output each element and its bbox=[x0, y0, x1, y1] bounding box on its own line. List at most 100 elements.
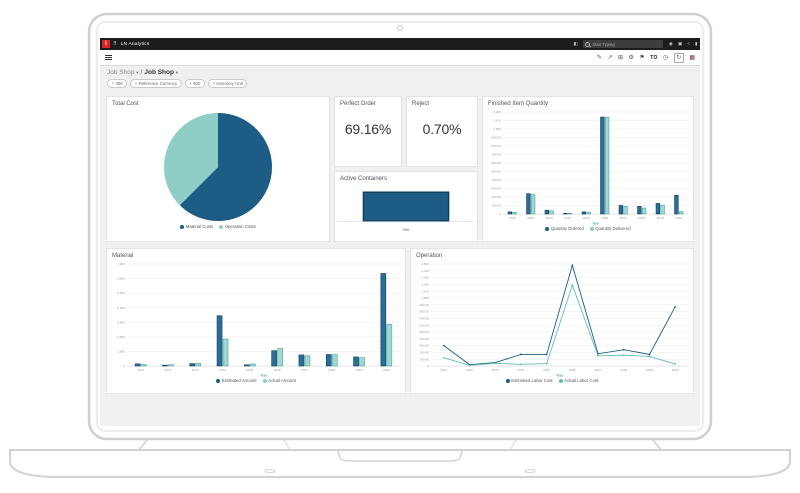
svg-text:2017: 2017 bbox=[595, 368, 602, 372]
svg-text:2018: 2018 bbox=[328, 368, 335, 372]
chart-legend: Quantity Ordered Quantity Delivered bbox=[483, 226, 693, 231]
svg-text:600.00: 600.00 bbox=[420, 323, 430, 327]
legend-dot-icon bbox=[505, 378, 510, 383]
card-title: Finished Item Quantity bbox=[488, 101, 549, 107]
chart-legend: Estimated Labor Cost Actual Labor Cost bbox=[411, 378, 693, 383]
camera-icon[interactable]: ▣ bbox=[677, 41, 683, 46]
svg-text:2016: 2016 bbox=[601, 216, 608, 220]
legend-item: Quantity Delivered bbox=[589, 226, 631, 231]
svg-text:700.00: 700.00 bbox=[492, 153, 502, 157]
svg-text:900.00: 900.00 bbox=[492, 136, 502, 140]
operation-line-chart: 0 100.00 200.00 300.00 400.00 500.00 600.00 700… bbox=[420, 262, 688, 378]
brand-logo-icon[interactable]: i bbox=[102, 40, 110, 48]
card-material: Material 0 1,000 2,000 3,000 4,000 5,000 6,000… bbox=[106, 248, 406, 394]
legend-item: Quantity Ordered bbox=[545, 226, 584, 231]
card-title: Material bbox=[112, 253, 134, 259]
svg-text:2011: 2011 bbox=[137, 368, 144, 372]
svg-text:1,500: 1,500 bbox=[421, 262, 429, 266]
svg-text:5,000: 5,000 bbox=[117, 291, 125, 295]
svg-text:2011: 2011 bbox=[441, 368, 448, 372]
filter-chip-row: × 306 × Reference Currency × 900 × Inventory… bbox=[107, 79, 248, 88]
svg-text:800.00: 800.00 bbox=[492, 144, 502, 148]
legend-item: Actual Labor Cost bbox=[558, 378, 598, 383]
svg-text:2016: 2016 bbox=[274, 368, 281, 372]
svg-text:800.00: 800.00 bbox=[420, 310, 430, 314]
total-cost-pie-chart bbox=[164, 113, 272, 221]
svg-text:400.00: 400.00 bbox=[420, 337, 430, 341]
chart-legend: Material Costs Operation Costs bbox=[107, 224, 329, 229]
legend-item: Estimated Labor Cost bbox=[505, 378, 553, 383]
breadcrumb-parent-dropdown[interactable]: Job Shop ▾ bbox=[107, 69, 139, 76]
svg-text:1,100: 1,100 bbox=[421, 289, 429, 293]
close-icon[interactable]: × bbox=[111, 81, 115, 86]
card-title: Reject bbox=[412, 101, 430, 107]
legend-dot-icon bbox=[216, 378, 221, 383]
share-icon[interactable]: < bbox=[687, 41, 690, 46]
card-title: Active Containers bbox=[340, 176, 388, 182]
dashboard: Job Shop ▾ / Job Shop ▾ × 306 × Reference Cu… bbox=[100, 66, 700, 426]
card-active-containers: Active Containers 900 bbox=[334, 171, 478, 242]
filter-chip-reference-currency[interactable]: × Reference Currency bbox=[130, 79, 182, 88]
svg-text:300.00: 300.00 bbox=[420, 344, 430, 348]
svg-text:2014: 2014 bbox=[219, 368, 226, 372]
breadcrumb-current-dropdown[interactable]: Job Shop ▾ bbox=[144, 69, 179, 76]
svg-text:500.00: 500.00 bbox=[492, 170, 502, 174]
svg-text:700.00: 700.00 bbox=[420, 317, 430, 321]
chevron-down-icon: ▾ bbox=[175, 70, 179, 75]
legend-dot-icon bbox=[180, 224, 185, 229]
filter-chip-306[interactable]: × 306 bbox=[107, 79, 128, 88]
svg-text:0: 0 bbox=[123, 364, 125, 368]
settings-icon[interactable]: ⚙ bbox=[628, 54, 634, 61]
breadcrumb-separator: / bbox=[140, 69, 143, 76]
svg-text:1,000: 1,000 bbox=[117, 350, 125, 354]
svg-text:Year: Year bbox=[260, 374, 268, 378]
svg-text:100.00: 100.00 bbox=[492, 204, 502, 208]
legend-item: Material Costs bbox=[180, 224, 213, 229]
svg-text:500.00: 500.00 bbox=[420, 330, 430, 334]
card-operation: Operation 0 100.00 200.00 300.00 400.00 500.0… bbox=[410, 248, 694, 394]
svg-text:2014: 2014 bbox=[518, 368, 525, 372]
kpi-value: 0.70% bbox=[422, 121, 462, 137]
svg-text:200.00: 200.00 bbox=[492, 195, 502, 199]
svg-text:2020: 2020 bbox=[383, 368, 390, 372]
svg-text:2,000: 2,000 bbox=[117, 335, 125, 339]
kpi-value: 69.16% bbox=[344, 121, 392, 137]
filter-chip-inventory-unit[interactable]: × Inventory Unit bbox=[207, 79, 248, 88]
svg-text:200.00: 200.00 bbox=[420, 351, 430, 355]
close-icon[interactable]: × bbox=[212, 81, 215, 86]
close-icon[interactable]: × bbox=[189, 81, 192, 86]
legend-item: Operation Costs bbox=[219, 224, 256, 229]
notifications-icon[interactable]: ◧ bbox=[573, 41, 578, 46]
chevron-down-icon: ▾ bbox=[136, 70, 139, 75]
svg-text:1,000: 1,000 bbox=[421, 296, 429, 300]
toolbar-actions: ✎ ↗ ⊞ ⚙ ⚑ TO ◷ ↻ ▦ bbox=[596, 52, 695, 63]
svg-text:2019: 2019 bbox=[657, 216, 664, 220]
refresh-icon[interactable]: ↻ bbox=[673, 52, 684, 63]
legend-dot-icon bbox=[262, 378, 267, 383]
to-button[interactable]: TO bbox=[650, 54, 658, 61]
menu-icon[interactable] bbox=[105, 54, 112, 61]
flag-icon[interactable]: ⚑ bbox=[639, 54, 645, 61]
app-switcher-icon[interactable]: ⠿ bbox=[113, 41, 117, 47]
breadcrumb: Job Shop ▾ / Job Shop ▾ bbox=[107, 69, 178, 76]
svg-text:2016: 2016 bbox=[569, 368, 576, 372]
svg-text:2012: 2012 bbox=[165, 368, 172, 372]
svg-text:400.00: 400.00 bbox=[492, 178, 502, 182]
close-icon[interactable]: × bbox=[134, 81, 138, 86]
search-input[interactable]: Start Typing bbox=[583, 40, 664, 48]
filter-chip-900[interactable]: × 900 bbox=[184, 79, 205, 88]
svg-text:1,200: 1,200 bbox=[493, 110, 501, 114]
svg-text:100.00: 100.00 bbox=[420, 357, 430, 361]
edit-icon[interactable]: ✎ bbox=[596, 54, 602, 61]
history-icon[interactable]: ◷ bbox=[663, 54, 669, 61]
apps-icon[interactable]: ▦ bbox=[689, 54, 695, 61]
svg-text:600.00: 600.00 bbox=[492, 161, 502, 165]
copy-icon[interactable]: ⊞ bbox=[617, 54, 623, 61]
send-icon[interactable]: ↗ bbox=[607, 54, 613, 61]
active-containers-bar-chart: 900 bbox=[338, 191, 474, 232]
svg-text:2013: 2013 bbox=[492, 368, 499, 372]
bookmark-icon[interactable]: ▮ bbox=[694, 41, 698, 46]
svg-text:7,000: 7,000 bbox=[117, 262, 125, 266]
user-icon[interactable]: ◉ bbox=[668, 41, 673, 46]
